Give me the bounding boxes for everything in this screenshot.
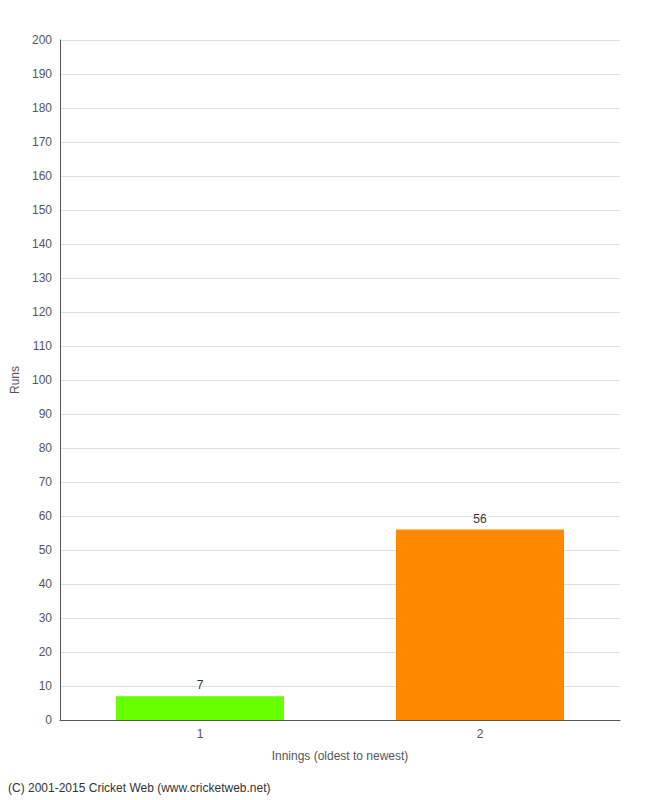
svg-text:90: 90 [39, 407, 53, 421]
svg-text:40: 40 [39, 577, 53, 591]
svg-text:56: 56 [473, 512, 487, 526]
svg-text:130: 130 [32, 271, 52, 285]
svg-text:60: 60 [39, 509, 53, 523]
svg-text:150: 150 [32, 203, 52, 217]
svg-text:50: 50 [39, 543, 53, 557]
svg-text:100: 100 [32, 373, 52, 387]
svg-text:120: 120 [32, 305, 52, 319]
svg-text:110: 110 [33, 339, 52, 353]
svg-text:180: 180 [32, 101, 52, 115]
svg-text:30: 30 [39, 611, 53, 625]
svg-text:80: 80 [39, 441, 53, 455]
svg-text:(C) 2001-2015 Cricket Web (www: (C) 2001-2015 Cricket Web (www.cricketwe… [8, 781, 271, 795]
svg-text:70: 70 [39, 475, 53, 489]
svg-text:Innings (oldest to newest): Innings (oldest to newest) [272, 749, 409, 763]
svg-text:190: 190 [32, 67, 52, 81]
svg-text:Runs: Runs [8, 366, 22, 394]
svg-text:10: 10 [39, 679, 53, 693]
svg-text:2: 2 [477, 727, 484, 741]
svg-text:160: 160 [32, 169, 52, 183]
svg-text:1: 1 [197, 727, 204, 741]
svg-text:0: 0 [45, 713, 52, 727]
svg-text:200: 200 [32, 33, 52, 47]
svg-text:20: 20 [39, 645, 53, 659]
svg-text:170: 170 [32, 135, 52, 149]
svg-text:7: 7 [197, 678, 204, 692]
svg-text:140: 140 [32, 237, 52, 251]
